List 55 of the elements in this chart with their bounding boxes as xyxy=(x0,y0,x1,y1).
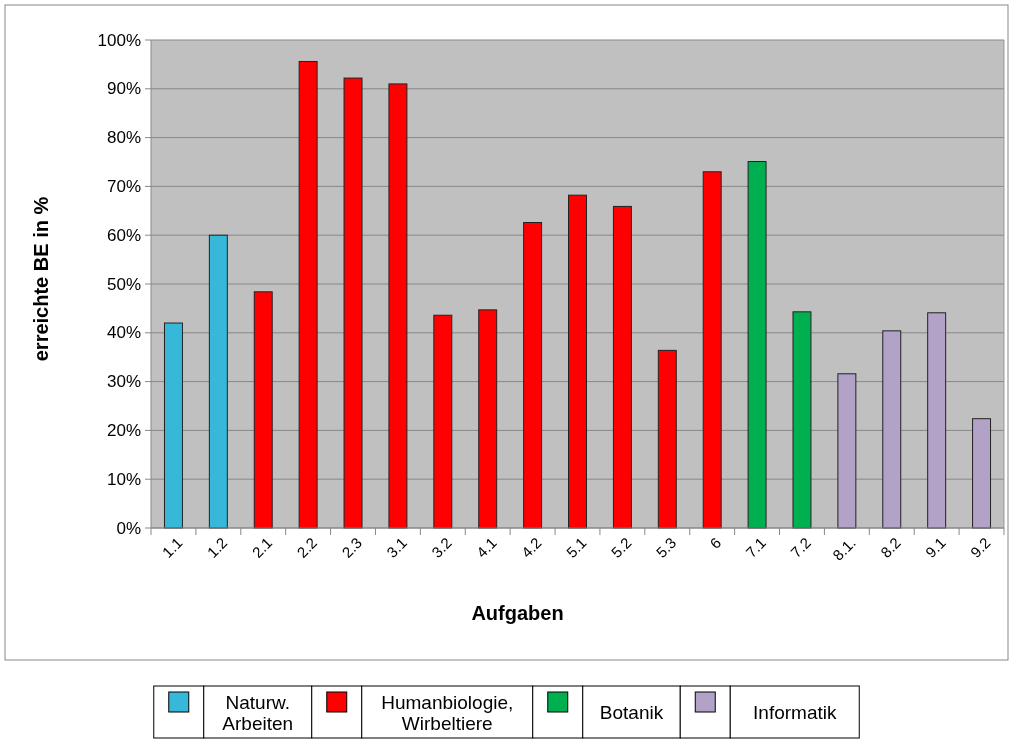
x-tick-label: 3.2 xyxy=(428,533,455,561)
y-tick-label: 20% xyxy=(106,420,141,440)
y-tick-label: 50% xyxy=(106,274,141,294)
bar xyxy=(253,291,273,529)
y-tick-label: 70% xyxy=(106,176,141,196)
bar xyxy=(388,83,408,529)
y-tick-label: 40% xyxy=(106,323,141,343)
bar xyxy=(523,222,543,529)
y-tick-label: 100% xyxy=(97,30,141,50)
x-tick-label: 5.3 xyxy=(652,533,680,561)
x-tick-label: 2.1 xyxy=(248,533,276,561)
x-tick-label: 8.2 xyxy=(877,533,904,561)
bar xyxy=(478,309,498,529)
x-tick-label: 2.2 xyxy=(293,533,321,561)
bar xyxy=(837,373,857,529)
legend-label: Informatik xyxy=(753,701,837,723)
y-tick-label: 30% xyxy=(106,372,141,392)
x-tick-label: 6 xyxy=(706,533,725,552)
x-tick-label: 4.2 xyxy=(517,533,545,561)
bar xyxy=(343,77,363,529)
bar xyxy=(657,349,677,529)
y-tick-label: 80% xyxy=(106,128,141,148)
bar xyxy=(747,161,767,529)
y-tick-label: 10% xyxy=(106,469,141,489)
x-tick-label: 3.1 xyxy=(383,533,410,561)
x-tick-label: 8.1. xyxy=(829,533,859,564)
legend-label: Botanik xyxy=(599,701,664,723)
x-tick-label: 2.3 xyxy=(338,533,366,561)
x-tick-label: 4.1 xyxy=(472,533,500,561)
y-tick-label: 60% xyxy=(106,225,141,245)
x-tick-label: 7.2 xyxy=(787,533,814,561)
x-tick-label: 7.1 xyxy=(742,533,770,561)
x-tick-label: 5.1 xyxy=(562,533,590,561)
bar xyxy=(433,314,453,529)
legend-label: Naturw. Arbeiten xyxy=(222,691,294,734)
bar xyxy=(927,312,947,529)
legend-label: Humanbiologie, Wirbeltiere xyxy=(381,691,514,734)
bar xyxy=(208,234,228,529)
bar xyxy=(792,311,812,529)
bar xyxy=(972,418,992,529)
bar xyxy=(568,194,587,529)
x-tick-label: 9.1 xyxy=(921,533,949,561)
x-tick-label: 1.1 xyxy=(158,533,186,561)
y-tick-label: 90% xyxy=(106,79,141,99)
bar xyxy=(702,171,722,529)
y-axis-title: erreichte BE in % xyxy=(30,196,52,362)
bar xyxy=(298,60,318,529)
bar xyxy=(882,330,902,529)
x-tick-label: 5.2 xyxy=(607,533,635,561)
bar xyxy=(612,205,632,529)
y-tick-label: 0% xyxy=(116,518,141,538)
bar xyxy=(163,322,183,529)
x-tick-label: 9.2 xyxy=(966,533,994,561)
x-tick-label: 1.2 xyxy=(203,533,231,561)
x-axis-title: Aufgaben xyxy=(471,602,564,624)
